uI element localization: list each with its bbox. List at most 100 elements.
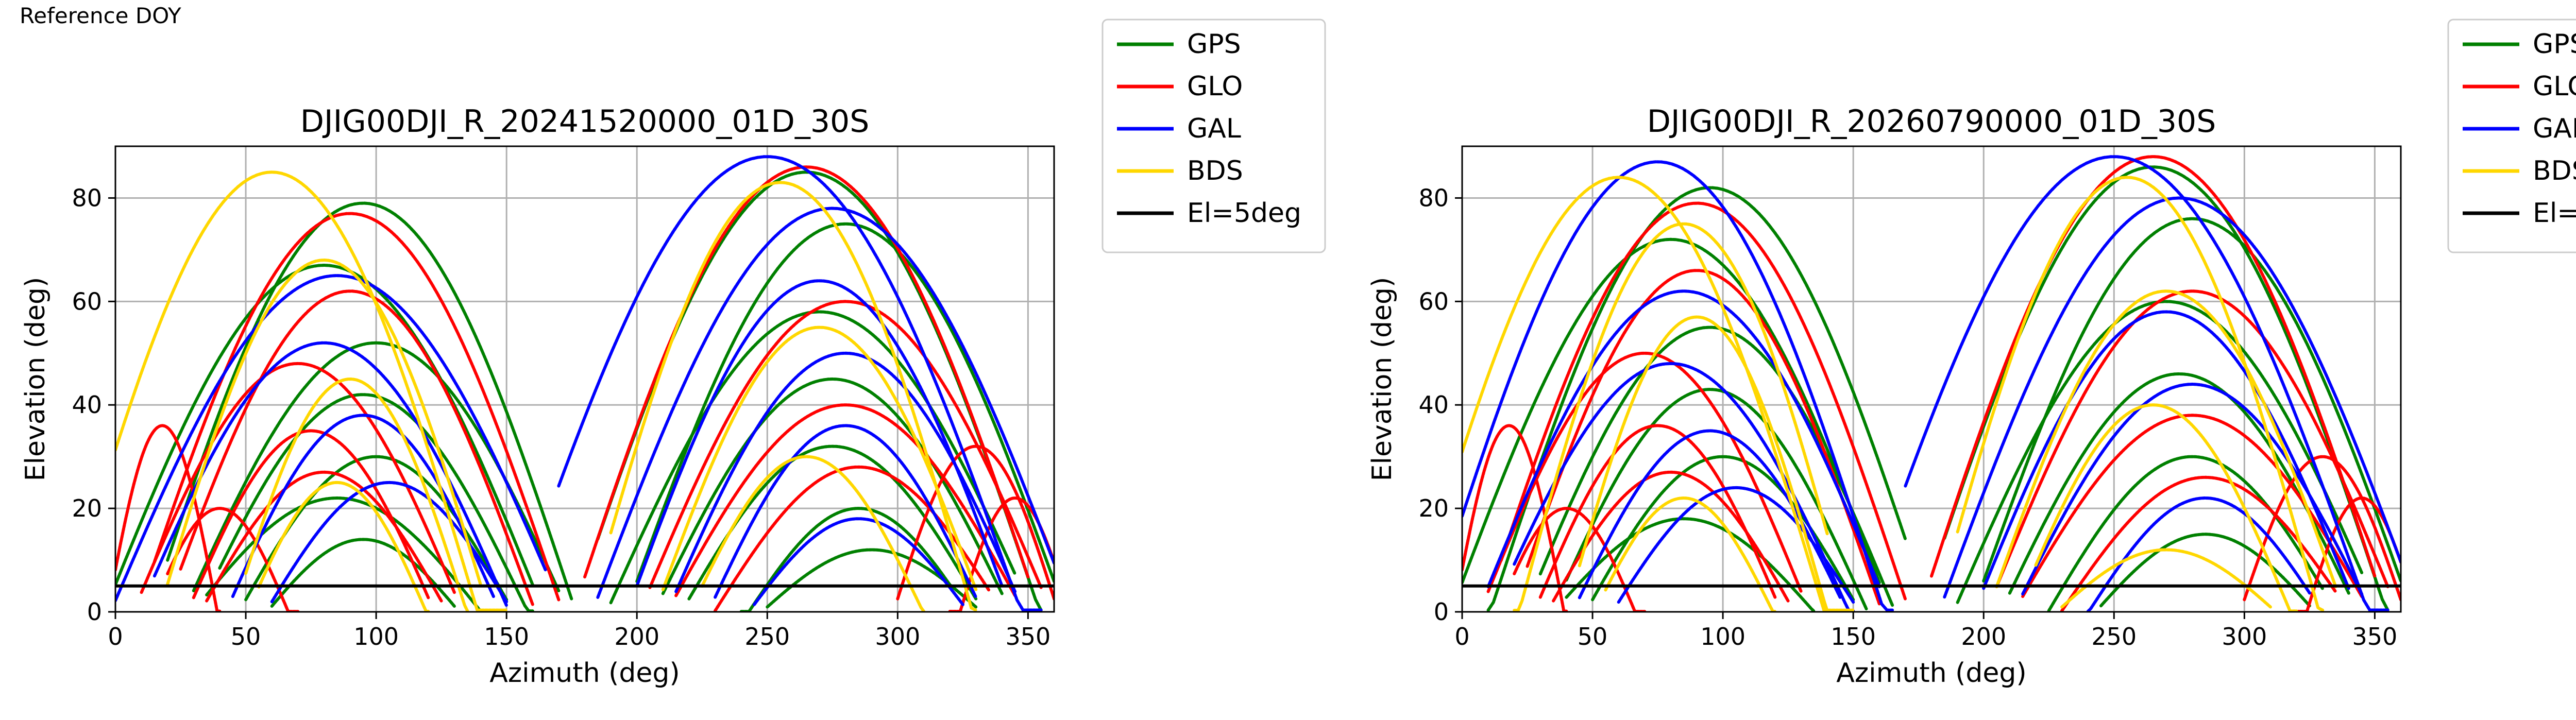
x-tick-label: 200 [1961,623,2006,650]
satellite-track-gps [218,393,534,612]
y-axis-label: Elevation (deg) [1367,277,1398,482]
satellite-track-glo [896,444,1054,601]
satellite-track-glo [179,289,534,606]
y-tick-label: 40 [72,391,102,419]
x-tick-label: 100 [353,623,399,650]
satellite-track-gal [1578,429,1842,599]
legend-label: GLO [1187,71,1243,102]
satellite-track-bds [700,455,925,612]
satellite-track-gps [635,222,1054,583]
legend-label: GPS [1187,29,1241,60]
legend-label: El=5deg [2533,198,2576,229]
satellite-track-gps [1538,325,1894,607]
chart-panel-1: 0 50 100 150 200 250 300 350 0 20 40 60 80 DJIG00DJI_… [20,19,1326,689]
legend-label: BDS [1187,156,1243,186]
satellite-track-gal [635,279,1004,588]
x-tick-label: 150 [484,623,529,650]
satellite-track-gal [1617,486,1855,604]
y-tick-label: 0 [87,598,102,626]
satellite-track-gps [1956,300,2364,604]
satellite-track-glo [1526,269,1881,606]
satellite-track-gal [231,414,495,598]
x-tick-label: 250 [2091,623,2137,650]
satellite-track-glo [1462,424,1568,612]
satellite-track-bds [2060,548,2272,609]
satellite-track-gps [596,170,1043,612]
y-tick-label: 20 [72,494,102,522]
satellite-track-gal [596,207,1054,599]
chart-title: DJIG00DJI_R_20260790000_01D_30S [1647,104,2216,140]
satellite-track-bds [1956,176,2325,612]
legend: GPS GLO GAL BDS El=5deg [2447,19,2576,253]
satellite-track-gps [739,507,952,612]
satellite-track-glo [1930,155,2377,578]
chart-panel-2: 0 50 100 150 200 250 300 350 0 20 40 60 80 DJIG00DJI_… [1367,19,2576,689]
satellite-track-glo [1552,470,1790,603]
satellite-track-gal [674,351,1017,593]
satellite-track-bds [609,181,978,612]
satellite-track-gps [205,496,482,612]
y-tick-label: 40 [1418,391,1449,419]
x-tick-label: 0 [1454,623,1469,650]
axes-frame [1461,145,2402,613]
data-layer [1462,155,2401,612]
satellite-track-glo [1513,507,1647,612]
satellite-track-gal [1486,289,1881,589]
satellite-track-gps [166,201,573,601]
x-tick-label: 300 [875,623,920,650]
data-layer [115,155,1054,612]
satellite-track-gal [115,274,548,603]
satellite-track-gps [1982,217,2401,583]
legend-label: GPS [2533,29,2576,60]
satellite-track-glo [1995,289,2389,589]
satellite-track-bds [1995,289,2337,589]
y-tick-label: 80 [1418,184,1449,212]
y-tick-label: 60 [1418,287,1449,315]
satellite-track-bds [1578,315,1829,612]
satellite-track-glo [1499,201,1907,601]
satellite-track-bds [1604,496,1777,612]
satellite-track-glo [115,424,222,612]
y-tick-label: 0 [1434,598,1449,626]
satellite-track-gps [1565,388,1868,611]
x-axis-label: Azimuth (deg) [1836,658,2026,689]
satellite-track-gps [1462,237,1881,585]
satellite-track-bds [1462,176,1855,612]
x-tick-label: 350 [1005,623,1050,650]
satellite-track-glo [166,507,300,612]
satellite-track-glo [2060,475,2337,612]
x-tick-label: 300 [2222,623,2267,650]
x-tick-label: 350 [2352,623,2397,650]
satellite-track-bds [115,170,509,612]
satellite-track-glo [1538,424,1777,599]
x-tick-label: 50 [231,623,261,650]
reference-doy-label: Reference DOY [20,3,181,28]
satellite-track-glo [140,362,456,594]
x-axis-label: Azimuth (deg) [489,658,680,689]
satellite-track-bds [661,325,978,591]
legend-label: GLO [2533,71,2576,102]
satellite-track-glo [1486,351,1803,593]
satellite-track-bds [166,258,482,586]
x-tick-label: 50 [1578,623,1608,650]
satellite-track-bds [2034,403,2298,612]
legend-label: BDS [2533,156,2576,186]
satellite-track-gal [1462,160,1894,612]
satellite-track-gps [2099,533,2311,608]
satellite-track-gal [1943,196,2401,599]
x-tick-label: 100 [1700,623,1745,650]
x-tick-label: 200 [614,623,659,650]
satellite-track-gal [753,517,964,606]
satellite-track-gps [115,263,534,587]
y-tick-label: 80 [72,184,102,212]
legend-box [2447,19,2576,253]
y-tick-label: 20 [1418,494,1449,522]
satellite-track-gps [661,377,1004,595]
legend-label: GAL [1187,113,1241,144]
chart-title: DJIG00DJI_R_20241520000_01D_30S [300,104,870,140]
satellite-track-glo [583,165,1030,579]
satellite-track-glo [205,470,443,603]
satellite-track-glo [674,403,1017,597]
x-tick-label: 250 [744,623,790,650]
